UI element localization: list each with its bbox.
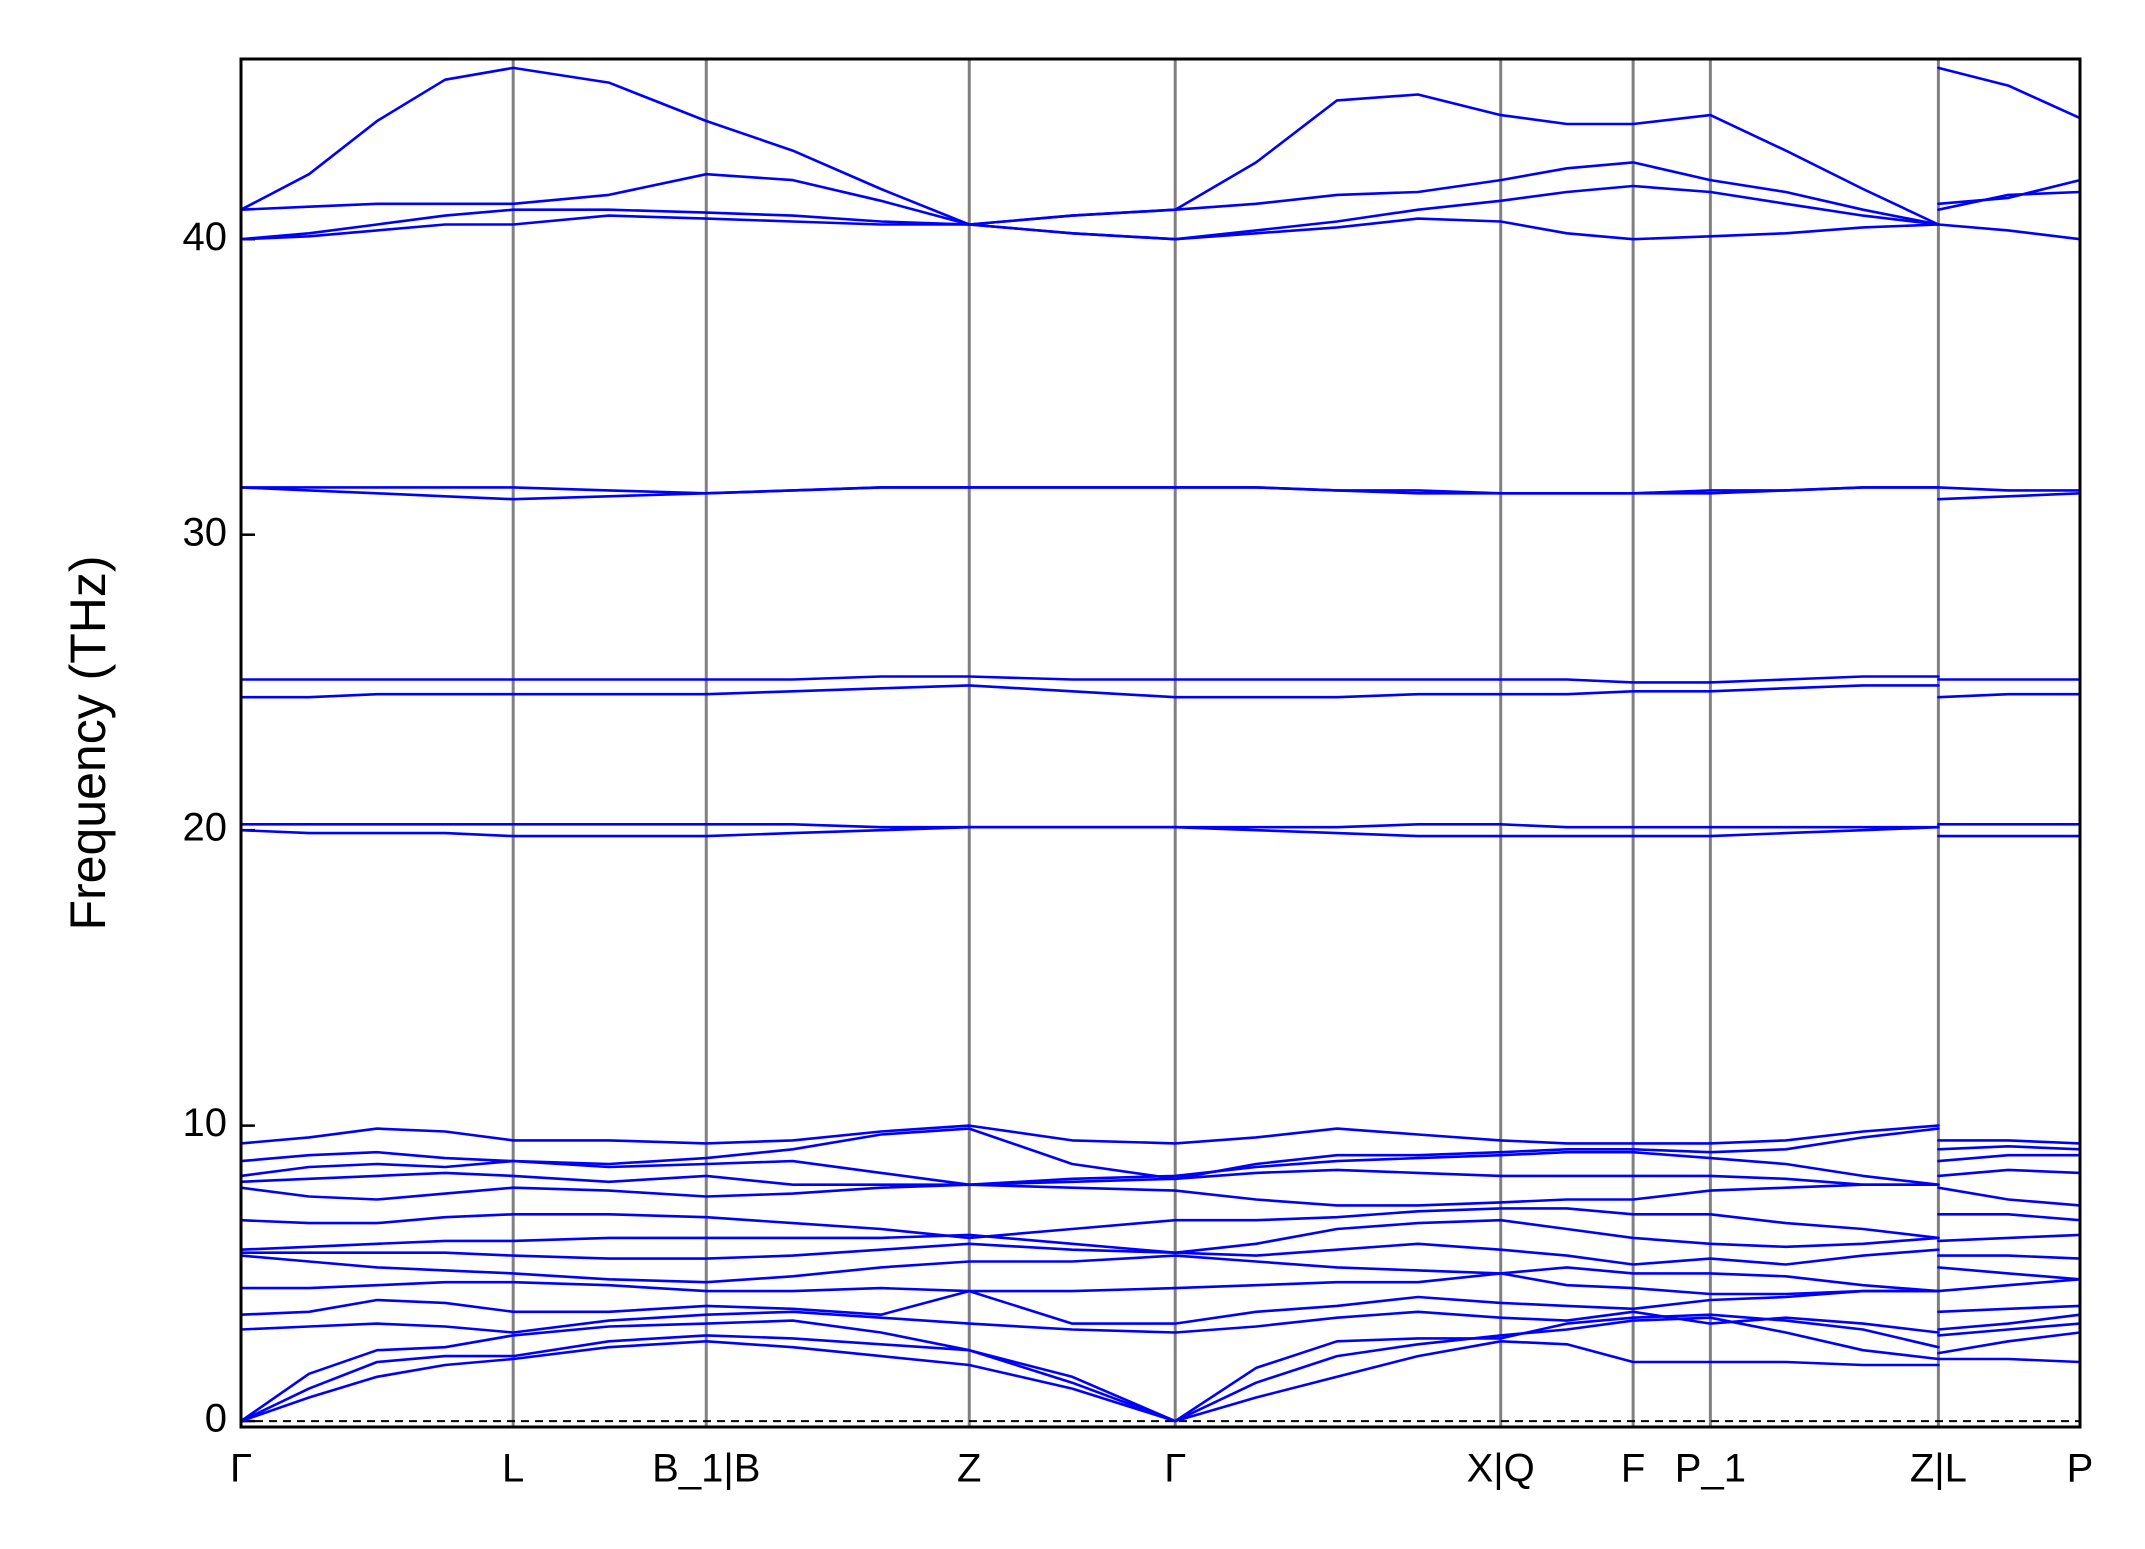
y-tick-label: 30 (183, 510, 228, 554)
x-tick-label: P (2067, 1447, 2094, 1491)
band-line (239, 1242, 2082, 1266)
band-line (239, 1272, 2082, 1296)
x-tick-label: Z (957, 1447, 981, 1491)
band-line (239, 1254, 2082, 1293)
band-line (239, 1313, 2082, 1423)
band-line (239, 1150, 2082, 1186)
band-line (239, 684, 2082, 699)
band-line (239, 1289, 2082, 1325)
y-tick-label: 40 (183, 215, 228, 259)
x-tick-label: P_1 (1675, 1447, 1746, 1491)
x-tick-label: B_1|B (652, 1447, 760, 1491)
plot-frame (239, 57, 2082, 1429)
band-line (239, 66, 2082, 226)
band-line (239, 825, 2082, 838)
band-line (239, 1340, 2082, 1423)
y-tick-label: 20 (183, 806, 228, 850)
x-tick-label: Γ (230, 1447, 252, 1491)
y-tick-label: 10 (183, 1101, 228, 1145)
x-tick-label: Z|L (1910, 1447, 1967, 1491)
band-line (239, 1218, 2082, 1254)
x-tick-label: F (1621, 1447, 1645, 1491)
x-tick-label: X|Q (1467, 1447, 1535, 1491)
y-tick-label: 0 (205, 1397, 227, 1441)
band-line (239, 1310, 2082, 1334)
band-line (239, 1207, 2082, 1240)
x-tick-label: L (502, 1447, 524, 1491)
band-line (239, 1168, 2082, 1186)
band-line (239, 161, 2082, 226)
band-line (239, 486, 2082, 501)
band-line (239, 1127, 2082, 1181)
band-line (239, 1316, 2082, 1423)
band-line (239, 1183, 2082, 1207)
y-axis-label: Frequency (THz) (60, 555, 116, 930)
band-line (239, 1124, 2082, 1145)
x-tick-label: Γ (1164, 1447, 1186, 1491)
band-line (239, 675, 2082, 684)
band-line (239, 214, 2082, 241)
